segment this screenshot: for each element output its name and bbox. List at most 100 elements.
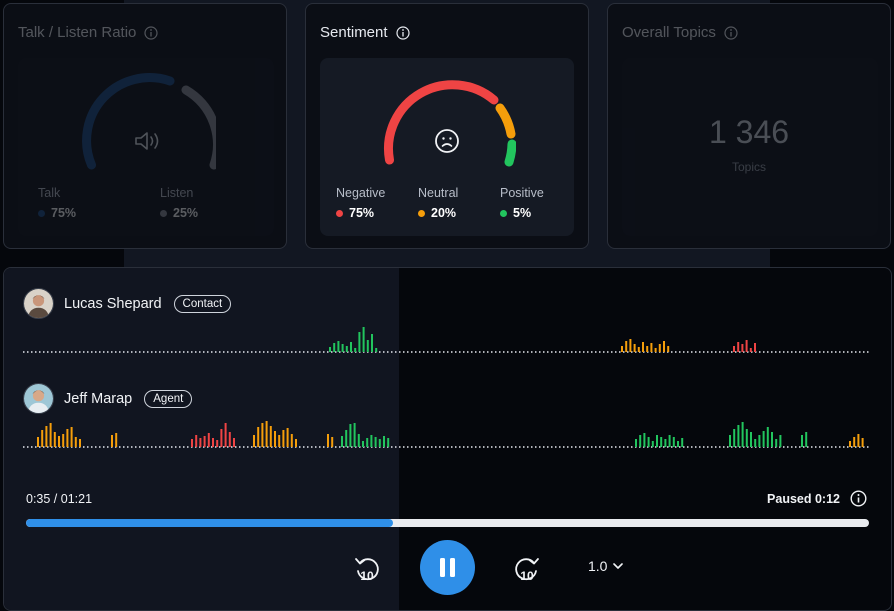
- waveform-bar: [733, 346, 735, 352]
- waveform-bar: [374, 437, 377, 447]
- waveform-bar: [733, 429, 736, 447]
- waveform-bar: [66, 429, 69, 447]
- waveform-bar: [362, 441, 364, 447]
- waveform-bar: [353, 423, 356, 447]
- waveform-bar: [387, 438, 390, 447]
- speaker-row-contact: Lucas Shepard Contact: [23, 288, 232, 319]
- waveform-bar: [191, 439, 193, 447]
- waveform-bar: [754, 439, 757, 447]
- negative-value-row: 75%: [336, 206, 385, 220]
- waveform-bar: [329, 347, 331, 352]
- waveform-bar: [762, 431, 765, 447]
- waveform-bar: [207, 433, 210, 447]
- listen-arc: [181, 85, 216, 170]
- waveform-bar: [345, 346, 348, 352]
- topics-label: Topics: [731, 160, 766, 174]
- info-icon[interactable]: [724, 25, 738, 40]
- pause-button[interactable]: [420, 540, 475, 595]
- talk-listen-gauge: [82, 73, 216, 170]
- talk-listen-title: Talk / Listen Ratio: [18, 24, 137, 41]
- waveform-bar: [278, 435, 281, 447]
- waveform-bar: [849, 441, 851, 447]
- negative-dot: [336, 209, 343, 217]
- waveform-bar: [212, 438, 214, 447]
- waveform-bar: [629, 339, 632, 352]
- agent-waveform[interactable]: [23, 411, 871, 451]
- waveform-bar: [41, 430, 44, 447]
- chevron-down-icon: [613, 562, 624, 569]
- speed-select[interactable]: 1.0: [588, 558, 624, 574]
- waveform-bar: [737, 425, 740, 447]
- talk-listen-panel: Talk 75% Listen 25%: [18, 58, 274, 236]
- waveform-bar: [79, 439, 81, 447]
- waveform-bar: [216, 440, 219, 447]
- waveform-bar: [295, 439, 297, 447]
- waveform-bar: [621, 346, 623, 352]
- waveform-bar: [646, 346, 649, 352]
- info-icon[interactable]: [144, 25, 158, 40]
- neutral-value: 20%: [431, 206, 457, 220]
- talk-value: 75%: [51, 206, 77, 220]
- listen-label: Listen: [160, 186, 194, 200]
- waveform-bar: [224, 423, 227, 447]
- neutral-label: Neutral: [418, 186, 459, 200]
- waveform-bar: [53, 432, 56, 447]
- waveform-bar: [282, 430, 285, 447]
- talk-listen-card: Talk / Listen Ratio Talk 75% Li: [3, 3, 287, 249]
- waveform-bar: [656, 435, 658, 447]
- waveform-bar: [664, 439, 667, 447]
- forward-10-button[interactable]: 10: [512, 554, 542, 584]
- topics-title: Overall Topics: [622, 24, 716, 41]
- current-time: 0:35 / 01:21: [26, 492, 93, 506]
- waveform-bar: [853, 437, 856, 447]
- waveform-bar: [370, 435, 373, 447]
- info-icon[interactable]: [850, 490, 867, 507]
- waveform-bar: [857, 434, 860, 447]
- topics-panel: [622, 58, 878, 236]
- waveform-bar: [37, 437, 39, 447]
- waveform-bar: [62, 434, 65, 447]
- speaker-row-agent: Jeff Marap Agent: [23, 383, 193, 414]
- waveform-bar: [672, 437, 675, 447]
- waveform-bar: [49, 423, 52, 447]
- sentiment-panel: Negative 75% Neutral 20% Positive 5%: [320, 58, 574, 236]
- waveform-bar: [350, 342, 352, 352]
- waveform-bar: [375, 348, 378, 352]
- avatar: [23, 383, 54, 414]
- waveform-bar: [362, 327, 365, 352]
- waveform-bar: [651, 441, 654, 447]
- positive-label: Positive: [500, 186, 544, 200]
- waveform-bar: [775, 439, 778, 447]
- talk-legend: Talk 75%: [38, 186, 76, 220]
- waveform-bar: [366, 438, 369, 447]
- rewind-10-button[interactable]: 10: [352, 554, 382, 584]
- sad-face-icon: [435, 129, 459, 153]
- waveform-bar: [290, 434, 293, 447]
- info-icon[interactable]: [395, 25, 410, 40]
- waveform-bar: [681, 438, 684, 447]
- waveform-bar: [199, 438, 202, 447]
- waveform-bar: [635, 439, 637, 447]
- role-badge: Agent: [144, 389, 193, 408]
- waveform-bar: [354, 348, 357, 352]
- waveform-bar: [220, 429, 223, 447]
- positive-value-row: 5%: [500, 206, 544, 220]
- waveform-bar: [647, 437, 650, 447]
- talk-arc: [82, 73, 175, 170]
- waveform-bar: [660, 437, 663, 447]
- audio-player: Lucas Shepard Contact Jeff Marap Agent 0…: [3, 267, 892, 611]
- speaker-name: Jeff Marap: [64, 390, 133, 407]
- sentiment-title-row: Sentiment: [320, 24, 410, 41]
- waveform-bar: [286, 428, 289, 447]
- contact-waveform[interactable]: [23, 316, 871, 356]
- sentiment-title: Sentiment: [320, 24, 388, 41]
- waveform-bar: [625, 341, 628, 352]
- waveform-bar: [257, 427, 260, 447]
- waveform-bar: [663, 341, 665, 352]
- positive-value: 5%: [513, 206, 532, 220]
- waveform-bar: [333, 343, 336, 352]
- topics-count: 1 346: [708, 114, 790, 150]
- progress-bar[interactable]: [26, 519, 869, 527]
- topics-card: Overall Topics 1 346 Topics: [607, 3, 891, 249]
- waveform-bar: [58, 436, 60, 447]
